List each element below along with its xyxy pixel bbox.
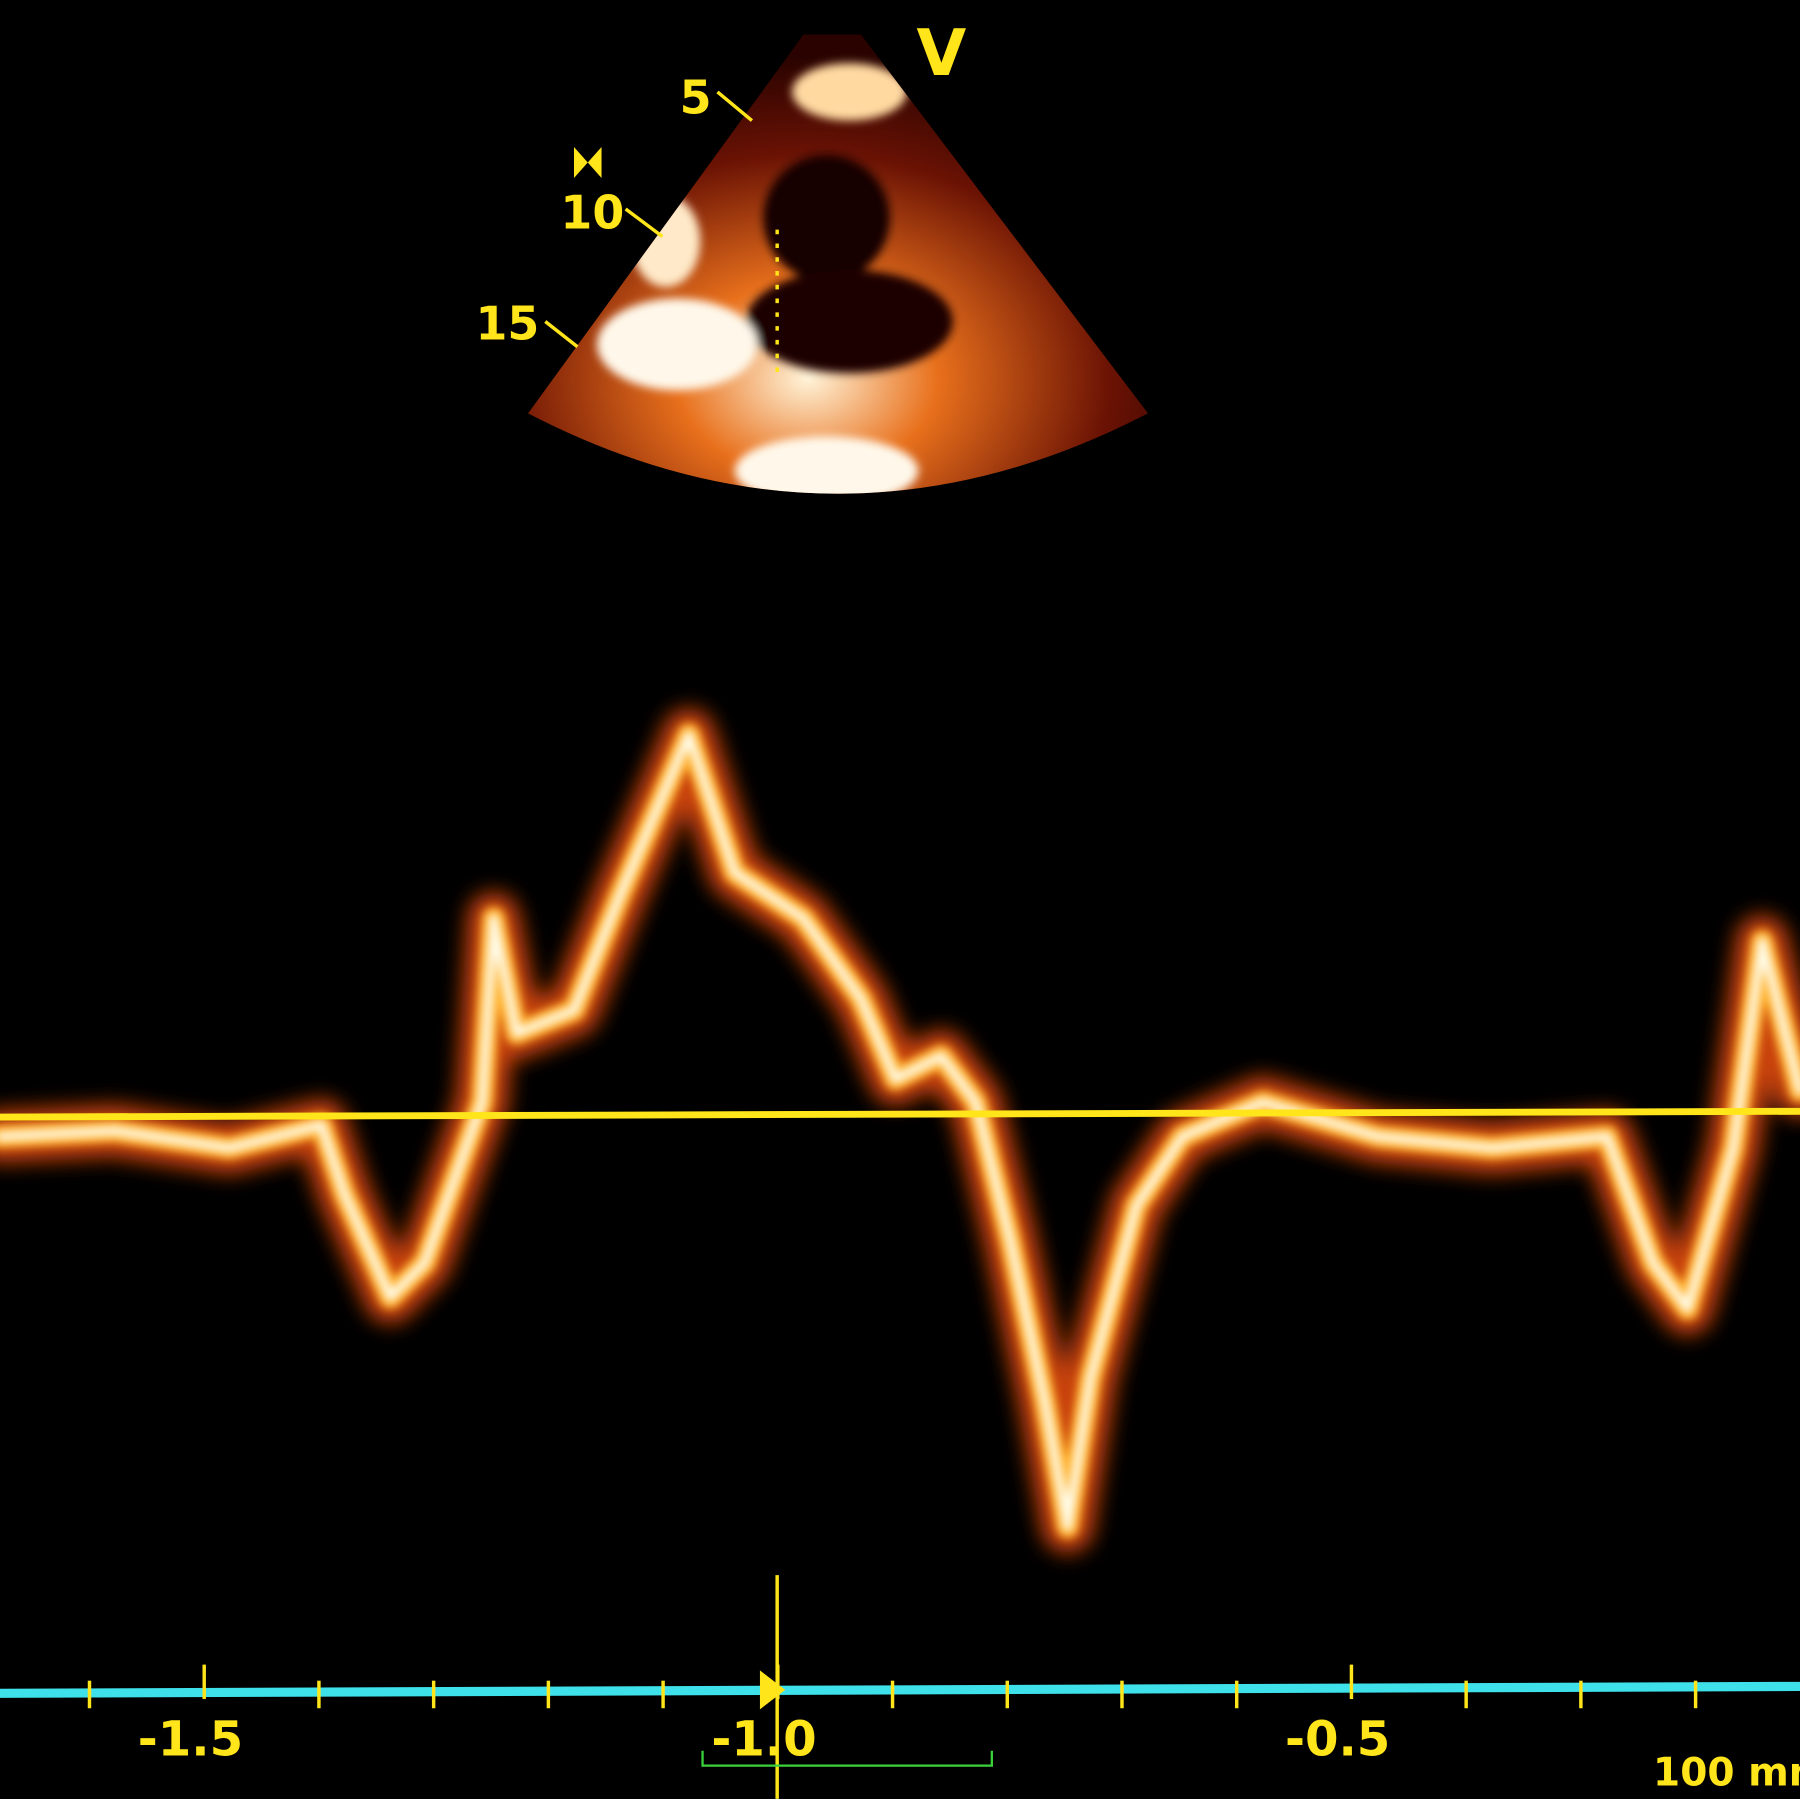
doppler-trace: [0, 708, 1800, 1554]
time-tick-label: -1.5: [138, 1712, 243, 1768]
time-axis-ticks: -1.5 -1.0 -0.5: [87, 1664, 1698, 1768]
time-axis: [0, 1681, 1800, 1698]
mode-label: V: [916, 16, 966, 91]
scale-bracket: [701, 1750, 993, 1767]
depth-tick: [544, 320, 579, 349]
sector-image: [528, 34, 1148, 494]
focus-marker: [573, 147, 602, 179]
time-tick-label: -0.5: [1285, 1712, 1390, 1768]
cursor-marker: [759, 1670, 786, 1710]
time-tick-label: -1.0: [711, 1712, 816, 1768]
depth-label: 15: [475, 297, 539, 351]
sweep-speed: 100 mm: [1653, 1750, 1800, 1795]
depth-tick: [624, 207, 664, 238]
depth-label: 10: [560, 185, 624, 239]
depth-scale: [544, 90, 754, 349]
baseline: [0, 1107, 1800, 1121]
depth-label: 5: [680, 71, 712, 125]
depth-tick: [716, 90, 754, 122]
